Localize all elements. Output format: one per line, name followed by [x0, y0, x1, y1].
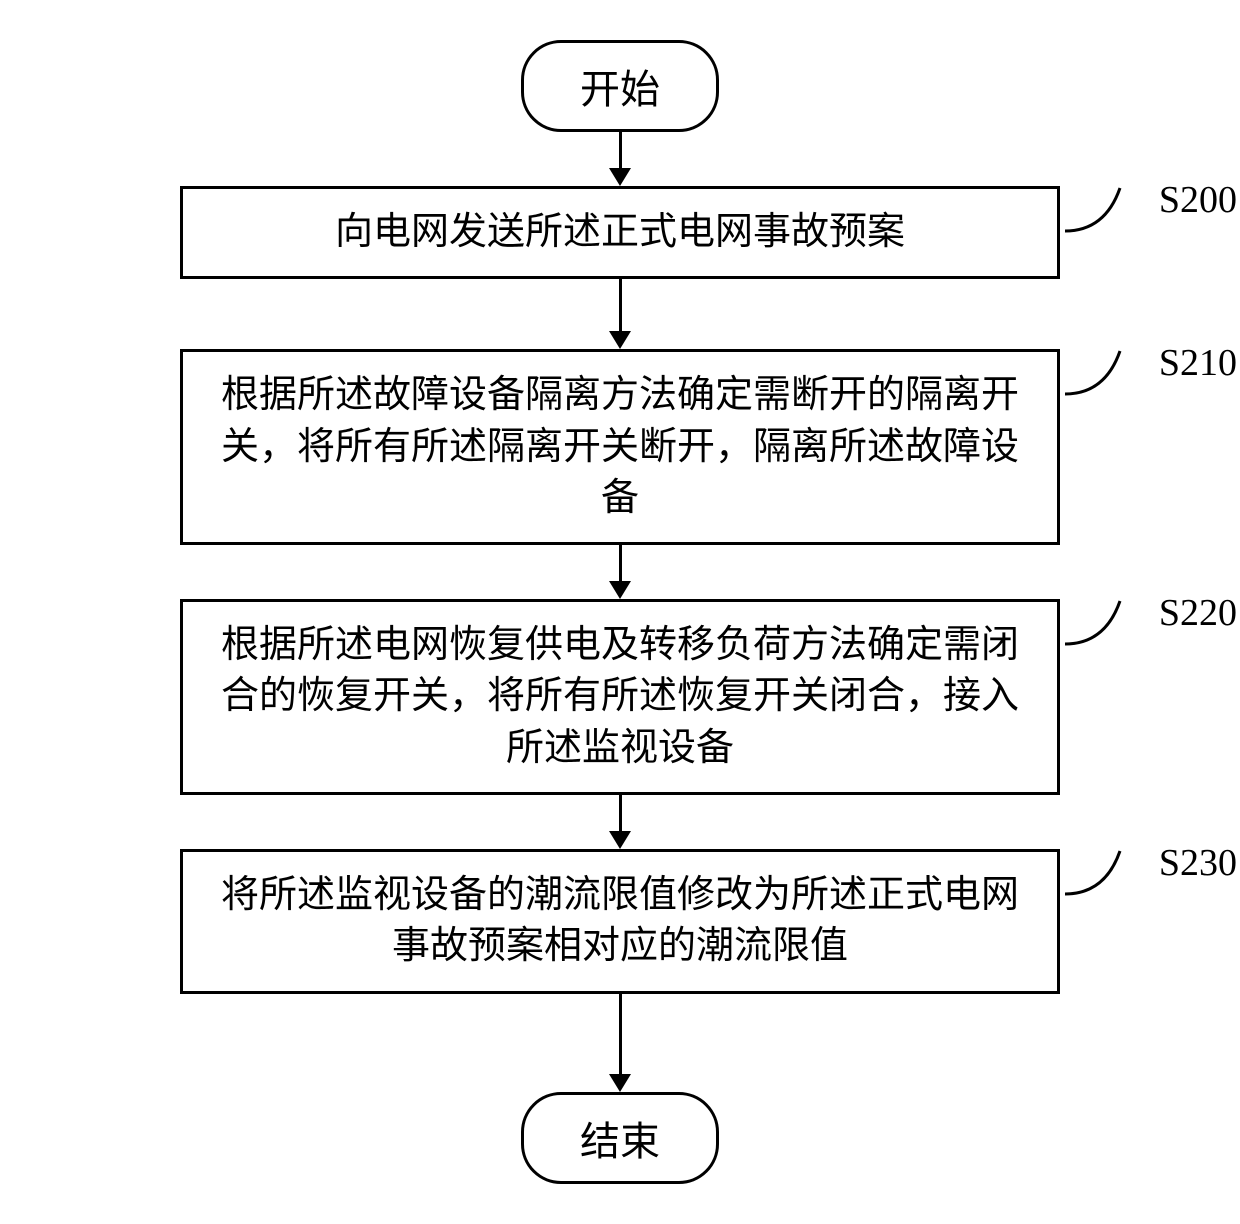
terminal-end: 结束 [521, 1092, 719, 1184]
callout-s230-tag: S230 [1159, 838, 1237, 889]
arrow-line [619, 132, 622, 168]
arrow-head-icon [609, 331, 631, 349]
process-row-s200: 向电网发送所述正式电网事故预案 S200 [70, 186, 1170, 279]
process-s230-label: 将所述监视设备的潮流限值修改为所述正式电网事故预案相对应的潮流限值 [221, 874, 1019, 967]
arrow-s200-to-s210 [609, 279, 631, 349]
process-row-s230: 将所述监视设备的潮流限值修改为所述正式电网事故预案相对应的潮流限值 S230 [70, 849, 1170, 994]
callout-s200-tag: S200 [1159, 175, 1237, 226]
arrow-head-icon [609, 831, 631, 849]
process-s200-label: 向电网发送所述正式电网事故预案 [335, 211, 905, 253]
process-s220-label: 根据所述电网恢复供电及转移负荷方法确定需闭合的恢复开关，将所有所述恢复开关闭合，… [221, 624, 1019, 769]
process-s210-label: 根据所述故障设备隔离方法确定需断开的隔离开关，将所有所述隔离开关断开，隔离所述故… [221, 374, 1019, 519]
terminal-start-label: 开始 [580, 67, 660, 112]
terminal-end-label: 结束 [580, 1119, 660, 1164]
arrow-line [619, 279, 622, 331]
arrow-head-icon [609, 581, 631, 599]
arrow-s210-to-s220 [609, 545, 631, 599]
arrow-line [619, 545, 622, 581]
arrow-s220-to-s230 [609, 795, 631, 849]
callout-s200: S200 [1065, 183, 1237, 253]
process-row-s210: 根据所述故障设备隔离方法确定需断开的隔离开关，将所有所述隔离开关断开，隔离所述故… [70, 349, 1170, 545]
arrow-start-to-s200 [609, 132, 631, 186]
arrow-head-icon [609, 1074, 631, 1092]
callout-curve-icon [1065, 183, 1155, 253]
arrow-line [619, 994, 622, 1074]
callout-s210: S210 [1065, 346, 1237, 416]
callout-curve-icon [1065, 846, 1155, 916]
process-s220: 根据所述电网恢复供电及转移负荷方法确定需闭合的恢复开关，将所有所述恢复开关闭合，… [180, 599, 1060, 795]
callout-curve-icon [1065, 596, 1155, 666]
callout-s230: S230 [1065, 846, 1237, 916]
process-s200: 向电网发送所述正式电网事故预案 S200 [180, 186, 1060, 279]
process-row-s220: 根据所述电网恢复供电及转移负荷方法确定需闭合的恢复开关，将所有所述恢复开关闭合，… [70, 599, 1170, 795]
arrow-s230-to-end [609, 994, 631, 1092]
arrow-head-icon [609, 168, 631, 186]
callout-curve-icon [1065, 346, 1155, 416]
callout-s220: S220 [1065, 596, 1237, 666]
flowchart-container: 开始 向电网发送所述正式电网事故预案 S200 根据所述故障设备隔离方法确定需断… [70, 40, 1170, 1184]
arrow-line [619, 795, 622, 831]
callout-s220-tag: S220 [1159, 588, 1237, 639]
process-s230: 将所述监视设备的潮流限值修改为所述正式电网事故预案相对应的潮流限值 S230 [180, 849, 1060, 994]
callout-s210-tag: S210 [1159, 338, 1237, 389]
terminal-start: 开始 [521, 40, 719, 132]
process-s210: 根据所述故障设备隔离方法确定需断开的隔离开关，将所有所述隔离开关断开，隔离所述故… [180, 349, 1060, 545]
